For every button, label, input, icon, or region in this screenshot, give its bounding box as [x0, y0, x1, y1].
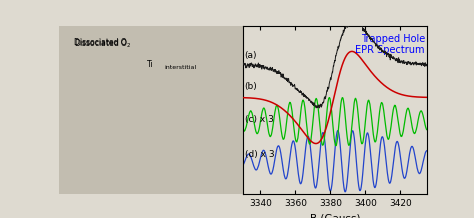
Text: (c) x 3: (c) x 3	[245, 115, 273, 124]
Text: (d) x 3: (d) x 3	[245, 150, 274, 159]
Text: Ti: Ti	[147, 60, 154, 69]
Text: Trapped Hole
EPR Spectrum: Trapped Hole EPR Spectrum	[356, 34, 425, 55]
Text: Dissociated O$_2$: Dissociated O$_2$	[74, 38, 131, 50]
Text: interstitial: interstitial	[164, 65, 196, 70]
Text: (a): (a)	[245, 51, 257, 60]
Text: (b): (b)	[245, 82, 257, 91]
X-axis label: B (Gauss): B (Gauss)	[310, 213, 360, 218]
Text: Dissociated O: Dissociated O	[74, 38, 127, 47]
